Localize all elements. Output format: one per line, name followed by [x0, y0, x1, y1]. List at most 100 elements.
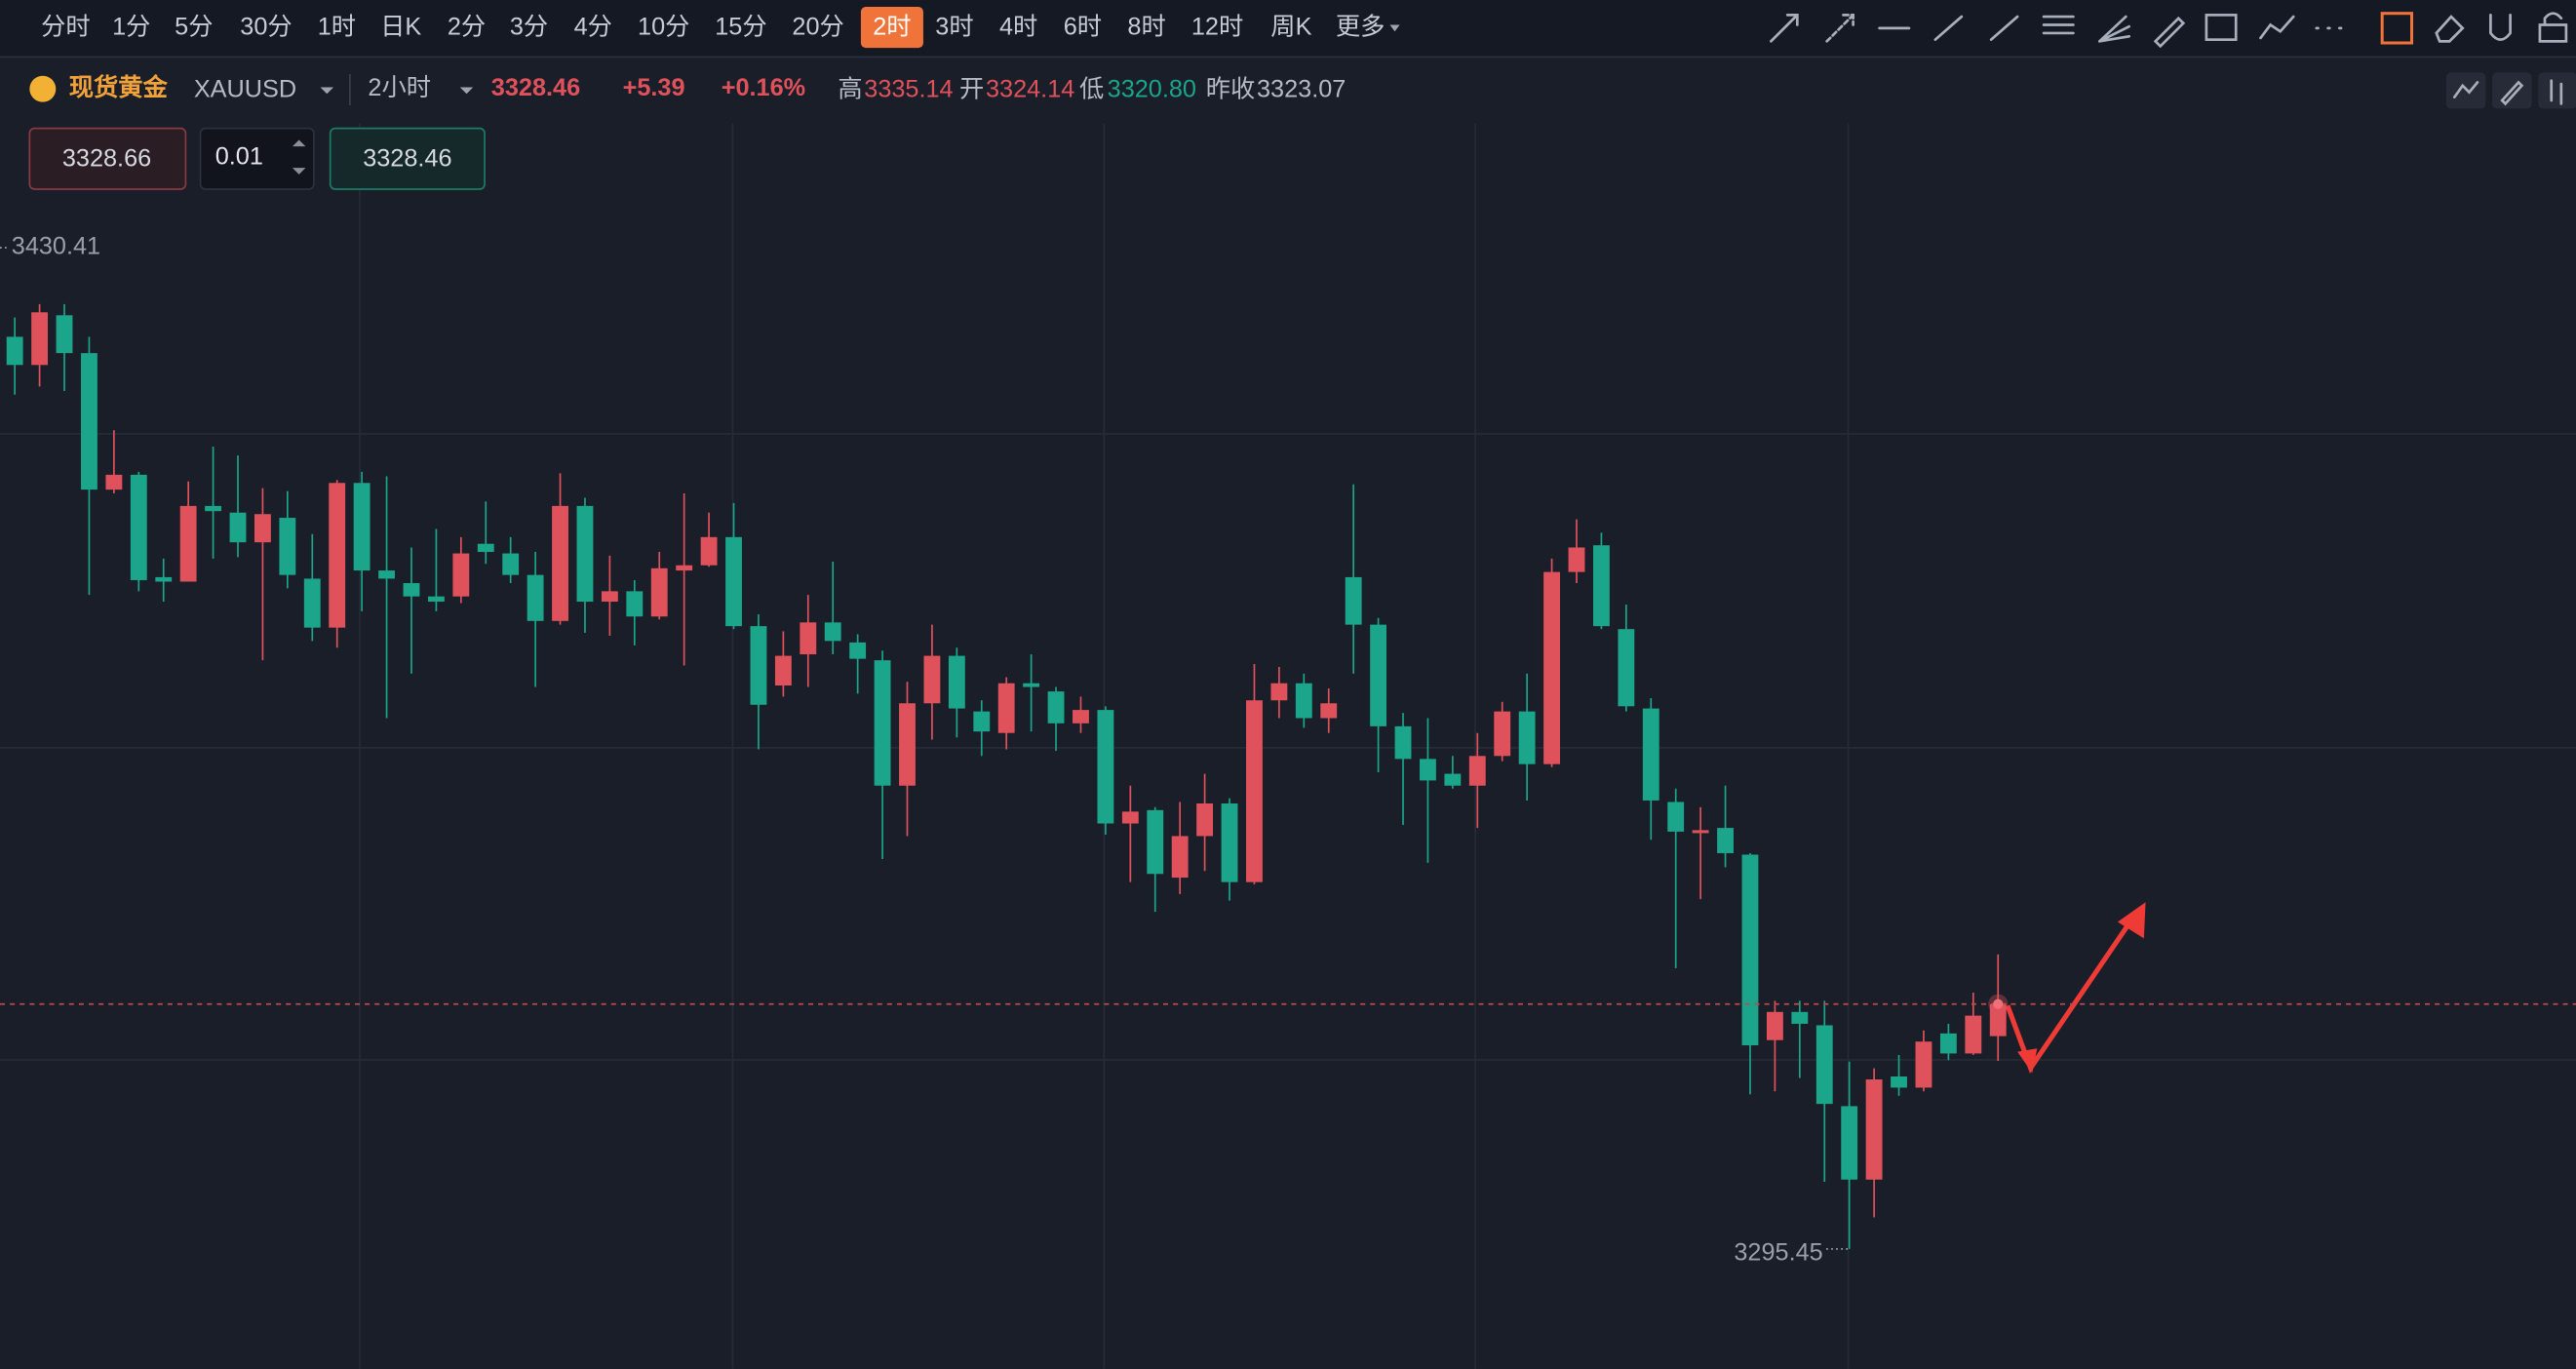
candle-body [1270, 683, 1288, 701]
last-price: 3328.46 [491, 74, 580, 101]
dropdown-caret [1389, 24, 1400, 32]
candle-body [1717, 828, 1734, 853]
lots-input[interactable] [199, 127, 315, 190]
candle-body [179, 505, 197, 582]
low-label: 低 [1079, 76, 1104, 103]
period-tab[interactable]: 3时 [935, 14, 973, 41]
candle-body [1444, 773, 1462, 786]
candle-body [81, 353, 98, 490]
candle-body [329, 483, 346, 628]
candle-body [800, 622, 817, 655]
candle-body [1568, 547, 1585, 572]
tool-fib[interactable] [2042, 15, 2075, 35]
tool-magnet[interactable] [2489, 14, 2512, 41]
price-change-pct: +0.16% [722, 74, 805, 101]
last-price-dot [1993, 998, 2004, 1009]
tool-eraser[interactable] [2435, 15, 2465, 43]
period-tab[interactable]: 30分 [240, 14, 292, 41]
settings-button[interactable] [2538, 72, 2576, 109]
candle-body [650, 567, 668, 617]
high-label: 高 [838, 76, 862, 103]
period-tab[interactable]: 1分 [112, 14, 150, 41]
sell-button[interactable] [28, 127, 187, 190]
candle-body [1543, 571, 1560, 764]
candle-body [452, 553, 470, 597]
period-tab[interactable]: 4时 [999, 14, 1037, 41]
candle-body [1494, 711, 1511, 757]
period-tab[interactable]: 5分 [175, 14, 213, 41]
sell-price[interactable]: 3328.66 [62, 144, 151, 172]
period-tab[interactable]: 3分 [510, 14, 548, 41]
period-tab[interactable]: 10分 [638, 14, 689, 41]
drawn-arrow[interactable] [2005, 902, 2146, 1074]
candle-body [700, 536, 718, 566]
period-tab[interactable]: 日K [380, 14, 421, 41]
period-tab[interactable]: 1时 [318, 14, 356, 41]
candle-body [130, 474, 147, 580]
tool-fan[interactable] [2098, 15, 2131, 43]
candle-body [750, 626, 767, 705]
period-tab[interactable]: 2分 [448, 14, 486, 41]
period-select[interactable]: 2小时 [368, 74, 431, 101]
tool-pen[interactable] [2153, 16, 2186, 49]
buy-price[interactable]: 3328.46 [363, 144, 451, 172]
period-tab[interactable]: 15分 [715, 14, 766, 41]
candle-body [155, 576, 173, 582]
candle-body [279, 518, 296, 575]
period-tab[interactable]: 分时 [41, 14, 91, 41]
period-tab[interactable]: 6时 [1064, 14, 1102, 41]
symbol-name[interactable]: 现货黄金 [69, 73, 169, 101]
icon [2500, 80, 2524, 106]
candle-body [1097, 710, 1114, 824]
candle-body [824, 622, 841, 642]
buy-button[interactable] [329, 127, 486, 190]
candle-body [1592, 545, 1610, 627]
toolbar-bg [0, 0, 2576, 57]
candle-body [576, 505, 594, 603]
candle-body [1345, 576, 1362, 625]
candle-body [477, 543, 494, 553]
candle-body [1891, 1076, 1907, 1088]
tool-ray[interactable] [1825, 14, 1854, 43]
period-tab[interactable]: 4分 [574, 14, 612, 41]
prev-close-label: 昨收 [1206, 76, 1256, 103]
candle-body [676, 565, 693, 571]
more-periods[interactable]: 更多 [1336, 14, 1386, 41]
candle-body [303, 578, 321, 628]
drawing-tools[interactable] [1770, 12, 2568, 49]
header-buttons[interactable] [2445, 72, 2576, 109]
candle-body [1741, 854, 1759, 1046]
tool-segment[interactable] [1933, 15, 1964, 42]
period-tab[interactable]: 8时 [1127, 14, 1165, 41]
candle-body [626, 591, 644, 617]
candle-body [1618, 629, 1635, 707]
period-tab[interactable]: 20分 [792, 14, 843, 41]
candle-body [1246, 700, 1263, 882]
candle-body [1147, 809, 1164, 875]
candle-body [1815, 1025, 1833, 1105]
arrow-head [2117, 902, 2146, 939]
tool-image[interactable] [2205, 14, 2238, 42]
period-tab[interactable]: 周K [1270, 14, 1311, 41]
prev-close-value: 3323.07 [1257, 76, 1346, 103]
tool-wave[interactable] [2259, 15, 2295, 40]
candle-body [1841, 1106, 1858, 1180]
tool-edit[interactable] [2380, 12, 2414, 45]
tool-lock[interactable] [2538, 12, 2568, 43]
candle-body [254, 514, 271, 543]
period-tab[interactable]: 12时 [1191, 14, 1243, 41]
candle-body [1667, 802, 1685, 832]
candle-body [874, 660, 891, 786]
tool-arrow[interactable] [1770, 14, 1799, 43]
symbol-code[interactable]: XAUUSD [194, 76, 296, 103]
period-tab[interactable]: 2时 [873, 14, 911, 41]
candle-body [1370, 624, 1387, 726]
candle-body [774, 655, 792, 686]
max-marker-label: 3430.41 [12, 233, 100, 260]
candle-body [725, 536, 742, 627]
tool-trend[interactable] [1989, 15, 2019, 42]
lots-value[interactable]: 0.01 [215, 143, 263, 171]
open-label: 开 [959, 76, 984, 103]
candle-body [502, 553, 520, 575]
